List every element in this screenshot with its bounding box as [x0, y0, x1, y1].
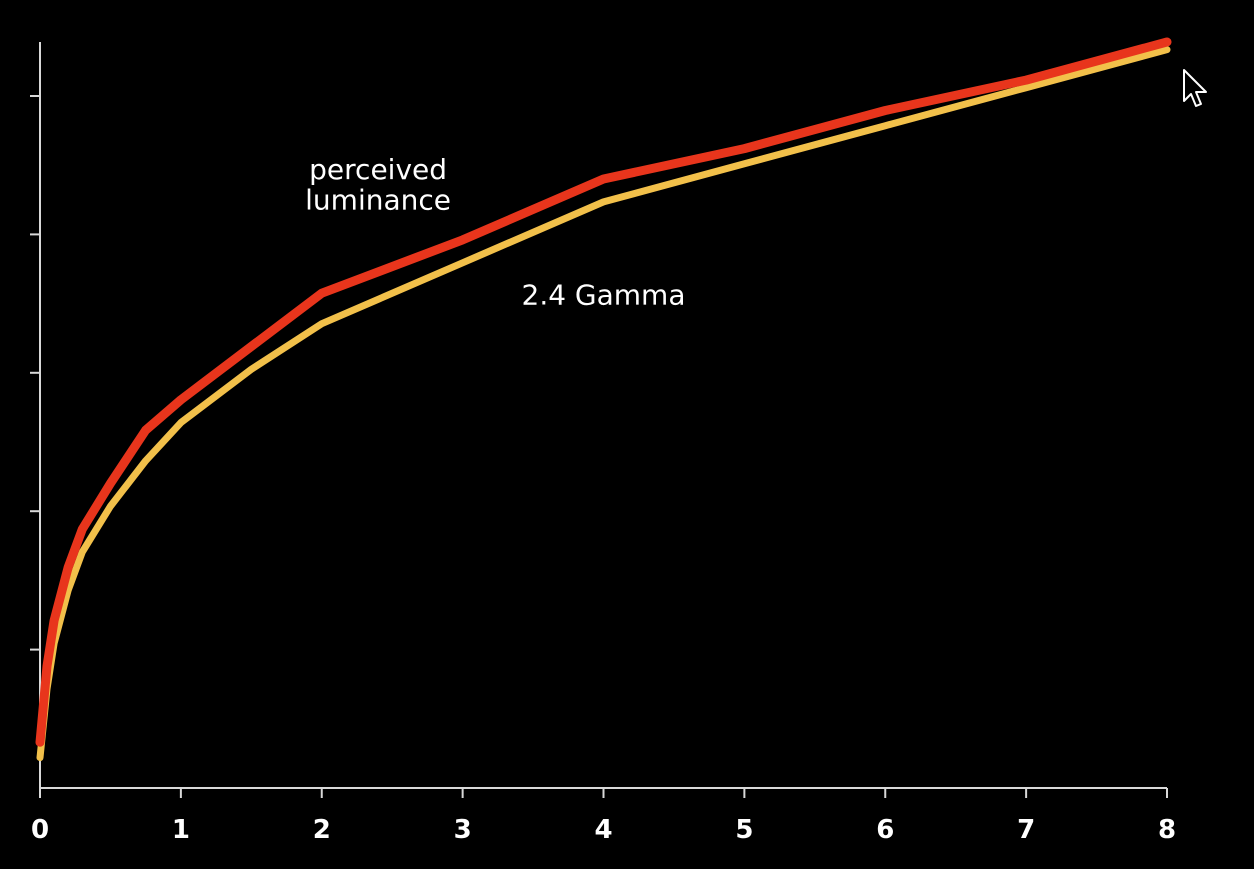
x-tick-label: 3 [454, 815, 472, 845]
x-tick-label: 6 [876, 815, 894, 845]
x-tick-label: 7 [1017, 815, 1035, 845]
annotation-label: 2.4 Gamma [522, 279, 686, 312]
mouse-cursor-icon [1183, 69, 1207, 107]
x-tick-label: 0 [31, 815, 49, 845]
perceived-luminance-curve [35, 37, 1172, 747]
x-tick-label: 8 [1158, 815, 1176, 845]
x-tick-label: 4 [594, 815, 612, 845]
x-tick-label: 5 [735, 815, 753, 845]
series-layer [35, 37, 1172, 762]
annotation-label: perceived [309, 153, 447, 186]
axes: 0 1 2 3 4 5 6 7 8 [30, 42, 1176, 845]
x-tick-label: 1 [172, 815, 190, 845]
gamma-2-4-curve [36, 46, 1171, 762]
annotation-label: luminance [305, 183, 451, 216]
x-tick-label: 2 [313, 815, 331, 845]
